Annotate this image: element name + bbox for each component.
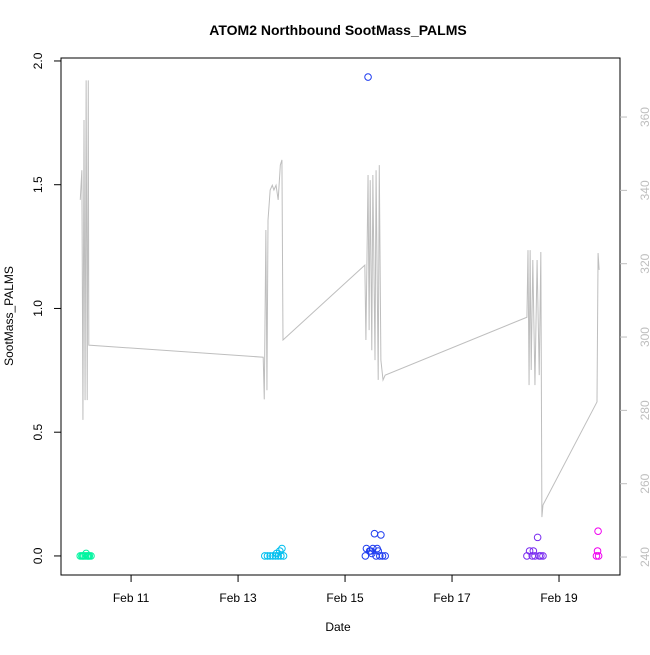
- y2-tick-label: 260: [638, 473, 650, 493]
- y2-tick-label: 320: [638, 253, 650, 273]
- point: [82, 549, 90, 558]
- y2-tick-label: 340: [638, 180, 650, 200]
- y-tick-label: 1.0: [31, 300, 45, 317]
- point: [529, 547, 538, 555]
- point: [263, 552, 272, 560]
- point: [87, 552, 95, 560]
- point: [594, 552, 603, 560]
- point: [539, 552, 547, 560]
- point: [594, 527, 602, 535]
- point: [593, 547, 602, 555]
- point: [537, 552, 545, 560]
- point: [266, 552, 274, 560]
- point: [364, 73, 372, 81]
- point: [369, 544, 377, 553]
- x-tick-label: Feb 15: [326, 591, 364, 605]
- point: [366, 547, 375, 555]
- x-tick-label: Feb 17: [433, 591, 471, 605]
- x-tick-label: Feb 11: [113, 591, 150, 605]
- point: [275, 547, 284, 555]
- point: [531, 552, 539, 560]
- point: [533, 533, 542, 542]
- point: [278, 544, 286, 553]
- y2-tick-label: 280: [638, 400, 650, 420]
- point: [277, 552, 285, 560]
- y-axis-title: SootMass_PALMS: [2, 266, 16, 366]
- y2-tick-label: 300: [638, 327, 650, 347]
- y-tick-label: 1.5: [31, 176, 45, 193]
- point: [269, 552, 277, 560]
- x-tick-label: Feb 13: [219, 591, 257, 605]
- y-tick-label: 2.0: [31, 52, 45, 69]
- x-axis-title: Date: [325, 620, 351, 634]
- point: [378, 552, 387, 560]
- point: [261, 552, 269, 560]
- point: [377, 531, 385, 539]
- chart-title: ATOM2 Northbound SootMass_PALMS: [209, 22, 466, 38]
- point: [376, 552, 384, 560]
- plot-box: [60, 57, 621, 576]
- point: [361, 552, 370, 560]
- y-tick-label: 0.0: [31, 547, 45, 564]
- y2-tick-label: 240: [638, 547, 650, 567]
- point: [381, 552, 389, 560]
- y-tick-label: 0.5: [31, 424, 45, 441]
- point: [279, 552, 288, 560]
- y2-tick-label: 360: [638, 107, 650, 127]
- x-tick-label: Feb 19: [540, 591, 578, 605]
- point: [592, 552, 601, 560]
